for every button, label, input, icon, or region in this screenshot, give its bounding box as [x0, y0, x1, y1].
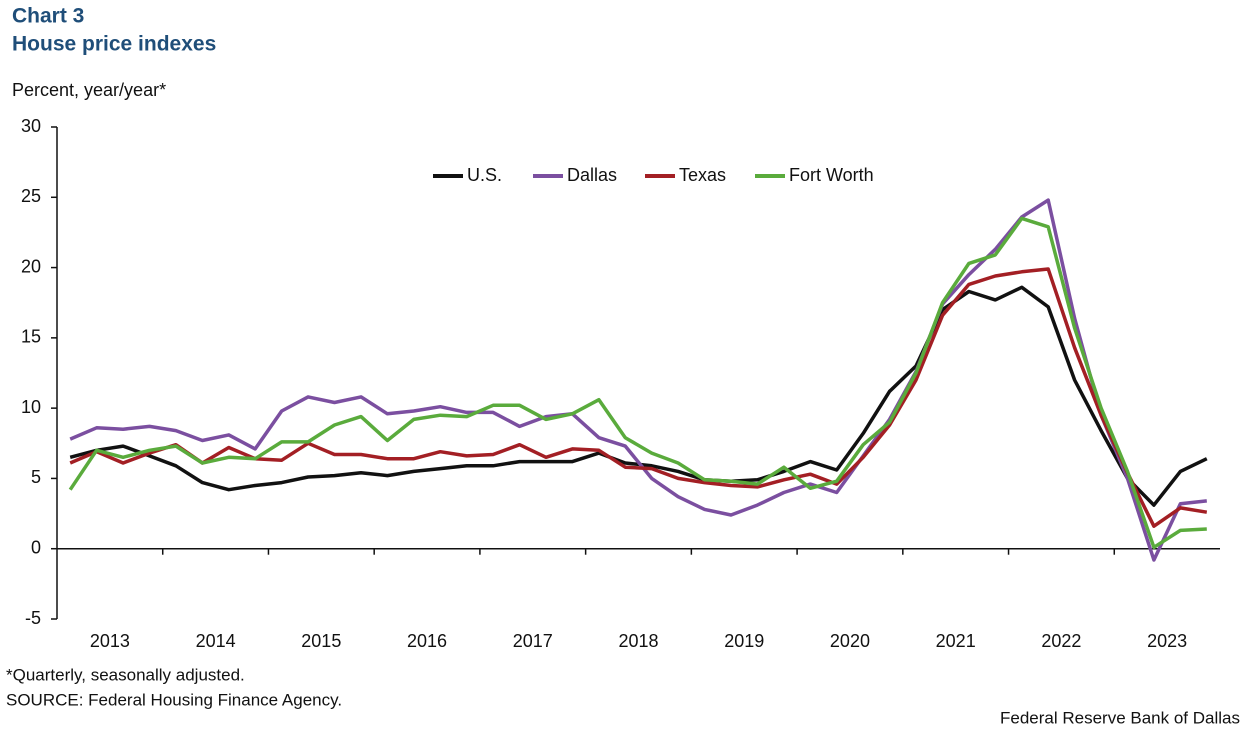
credit: Federal Reserve Bank of Dallas	[1000, 708, 1240, 727]
x-tick-label: 2017	[513, 631, 553, 651]
series-line	[68, 216, 1207, 550]
x-tick-label: 2014	[196, 631, 236, 651]
y-tick-label: 30	[21, 116, 41, 136]
x-tick-label: 2018	[618, 631, 658, 651]
chart-title: Chart 3	[12, 5, 84, 28]
x-tick-label: 2016	[407, 631, 447, 651]
y-tick-label: 15	[21, 327, 41, 347]
x-tick-label: 2020	[830, 631, 870, 651]
series-line	[69, 198, 1207, 562]
y-tick-label: 0	[31, 537, 41, 557]
legend-label: Texas	[679, 165, 726, 185]
legend-label: Fort Worth	[789, 165, 874, 185]
y-tick-label: 10	[21, 397, 41, 417]
x-tick-label: 2015	[301, 631, 341, 651]
x-tick-label: 2019	[724, 631, 764, 651]
y-tick-label: 5	[31, 467, 41, 487]
chart-subtitle: House price indexes	[12, 33, 216, 56]
x-tick-label: 2013	[90, 631, 130, 651]
y-tick-label: 25	[21, 186, 41, 206]
x-tick-label: 2022	[1041, 631, 1081, 651]
legend-label: Dallas	[567, 165, 617, 185]
y-tick-label: 20	[21, 256, 41, 276]
x-tick-label: 2021	[936, 631, 976, 651]
y-tick-label: -5	[25, 608, 41, 628]
y-axis-label: Percent, year/year*	[12, 80, 166, 100]
source: SOURCE: Federal Housing Finance Agency.	[6, 690, 342, 709]
series-line	[69, 267, 1208, 528]
x-tick-label: 2023	[1147, 631, 1187, 651]
footnote: *Quarterly, seasonally adjusted.	[6, 665, 245, 684]
series-line	[69, 285, 1208, 507]
legend-label: U.S.	[467, 165, 502, 185]
